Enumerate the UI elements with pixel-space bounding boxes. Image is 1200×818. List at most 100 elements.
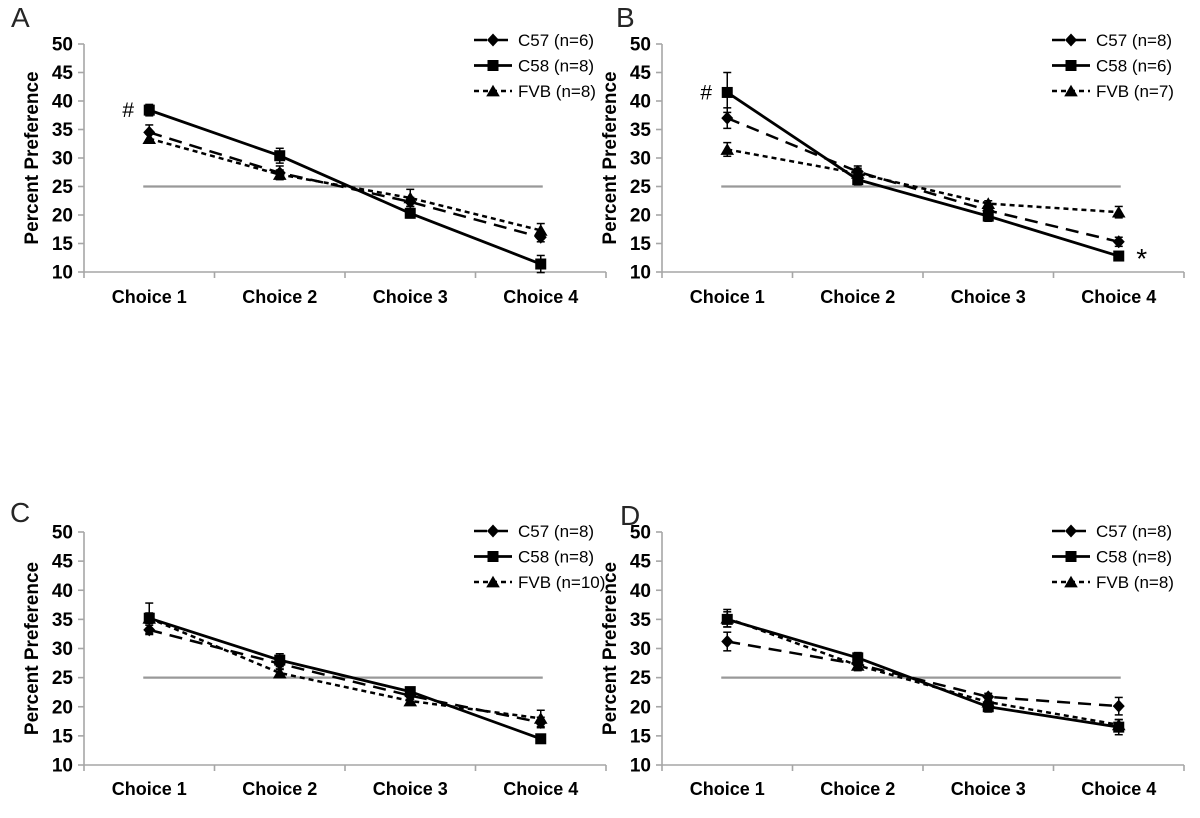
significance-annotation: # <box>122 99 134 122</box>
data-point-diamond-icon <box>143 623 156 637</box>
y-tick-label: 35 <box>630 610 652 631</box>
y-tick-label: 30 <box>630 149 651 170</box>
series-line-c58 <box>726 618 1119 729</box>
data-point-square-icon <box>274 654 286 666</box>
legend-diamond-icon <box>1065 524 1077 538</box>
series-line-fvb <box>727 148 1119 214</box>
legend-diamond-icon <box>1065 33 1077 47</box>
legend-triangle-icon <box>486 575 500 588</box>
data-point-square-icon <box>535 733 547 745</box>
y-tick-label: 20 <box>630 206 651 227</box>
series-line-c57 <box>148 628 542 724</box>
x-category-label: Choice 2 <box>820 287 895 307</box>
data-point-triangle-icon <box>403 694 418 707</box>
significance-annotation: # <box>700 81 712 104</box>
y-tick-label: 25 <box>630 668 652 689</box>
significance-annotation: * <box>1136 243 1147 274</box>
x-category-label: Choice 3 <box>373 287 448 307</box>
y-tick-label: 40 <box>52 92 73 113</box>
y-tick-label: 10 <box>630 263 651 284</box>
legend-label: FVB (n=10) <box>518 573 605 592</box>
x-category-label: Choice 1 <box>690 287 765 307</box>
panel-label-b: B <box>616 2 635 33</box>
data-point-square-icon <box>852 652 864 664</box>
y-tick-label: 20 <box>52 206 73 227</box>
series-line-c57 <box>148 131 542 239</box>
legend-label: C57 (n=8) <box>1096 31 1172 50</box>
data-point-triangle-icon <box>272 666 287 679</box>
data-point-square-icon <box>143 104 155 116</box>
data-point-triangle-icon <box>720 611 735 624</box>
y-tick-label: 50 <box>52 35 73 56</box>
y-tick-label: 35 <box>630 120 652 141</box>
panel-b-chart: 50 45 40 35 30 25 20 15 10 Choice 1 Choice 2 Choice… <box>600 31 1185 307</box>
legend-diamond-icon <box>487 33 499 47</box>
y-tick-label: 25 <box>630 177 652 198</box>
series-line-c58 <box>148 616 542 741</box>
y-tick-label: 30 <box>52 639 73 660</box>
y-tick-label: 50 <box>630 35 651 56</box>
series-line-c57 <box>726 116 1120 244</box>
legend-triangle-icon <box>486 84 500 97</box>
y-tick-label: 40 <box>630 92 651 113</box>
x-category-label: Choice 4 <box>1081 779 1156 799</box>
x-category-label: Choice 1 <box>112 287 187 307</box>
legend-square-icon <box>1065 551 1077 562</box>
data-point-square-icon <box>1113 250 1125 262</box>
y-tick-label: 50 <box>52 523 73 544</box>
x-category-label: Choice 3 <box>951 287 1026 307</box>
x-category-label: Choice 1 <box>112 779 187 799</box>
legend-label: C57 (n=6) <box>518 31 594 50</box>
panel-label-d: D <box>620 500 641 531</box>
y-tick-label: 10 <box>630 756 651 777</box>
panel-a-chart: 50 45 40 35 30 25 20 15 10 Choice 1 Choice 2 Choice… <box>22 31 607 307</box>
y-tick-label: 25 <box>52 668 74 689</box>
y-tick-label: 45 <box>52 552 74 573</box>
data-point-square-icon <box>852 174 864 186</box>
x-category-label: Choice 4 <box>503 287 578 307</box>
data-point-triangle-icon <box>850 167 865 179</box>
y-tick-label: 30 <box>630 639 651 660</box>
y-tick-label: 35 <box>52 120 74 141</box>
series-line-fvb <box>148 617 541 720</box>
y-tick-label: 15 <box>630 726 652 747</box>
x-category-label: Choice 3 <box>373 779 448 799</box>
data-point-triangle-icon <box>142 132 157 145</box>
legend-label: FVB (n=7) <box>1096 82 1174 101</box>
panel-d-chart: 50 45 40 35 30 25 20 15 10 Choice 1 Choice 2 Choice… <box>600 522 1185 799</box>
data-point-square-icon <box>982 210 994 222</box>
y-tick-label: 15 <box>52 234 74 255</box>
y-tick-label: 10 <box>52 756 73 777</box>
data-point-triangle-icon <box>1111 718 1126 731</box>
data-point-triangle-icon <box>403 191 418 204</box>
series-line-c58 <box>148 108 542 266</box>
legend-label: C57 (n=8) <box>1096 522 1172 541</box>
y-tick-label: 15 <box>52 726 74 747</box>
y-tick-label: 50 <box>630 523 651 544</box>
x-category-label: Choice 1 <box>690 779 765 799</box>
panel-label-a: A <box>11 2 30 33</box>
y-tick-label: 40 <box>52 581 73 602</box>
x-category-label: Choice 3 <box>951 779 1026 799</box>
legend-label: C57 (n=8) <box>518 522 594 541</box>
data-point-diamond-icon <box>721 111 734 125</box>
series-line-fvb <box>726 617 1119 727</box>
data-point-square-icon <box>721 86 733 98</box>
data-point-diamond-icon <box>1112 235 1125 249</box>
legend-triangle-icon <box>1064 84 1078 97</box>
data-point-triangle-icon <box>981 695 996 708</box>
data-point-triangle-icon <box>720 143 735 155</box>
data-point-triangle-icon <box>850 659 865 671</box>
y-axis-title: Percent Preference <box>22 71 43 244</box>
x-category-label: Choice 4 <box>1081 287 1156 307</box>
legend-label: FVB (n=8) <box>518 82 596 101</box>
data-point-triangle-icon <box>533 712 548 724</box>
x-category-label: Choice 4 <box>503 779 578 799</box>
y-tick-label: 30 <box>52 149 73 170</box>
legend-label: FVB (n=8) <box>1096 573 1174 592</box>
y-tick-label: 10 <box>52 263 73 284</box>
legend-triangle-icon <box>1064 575 1078 588</box>
data-point-triangle-icon <box>272 168 287 180</box>
series-line-fvb <box>148 137 542 232</box>
